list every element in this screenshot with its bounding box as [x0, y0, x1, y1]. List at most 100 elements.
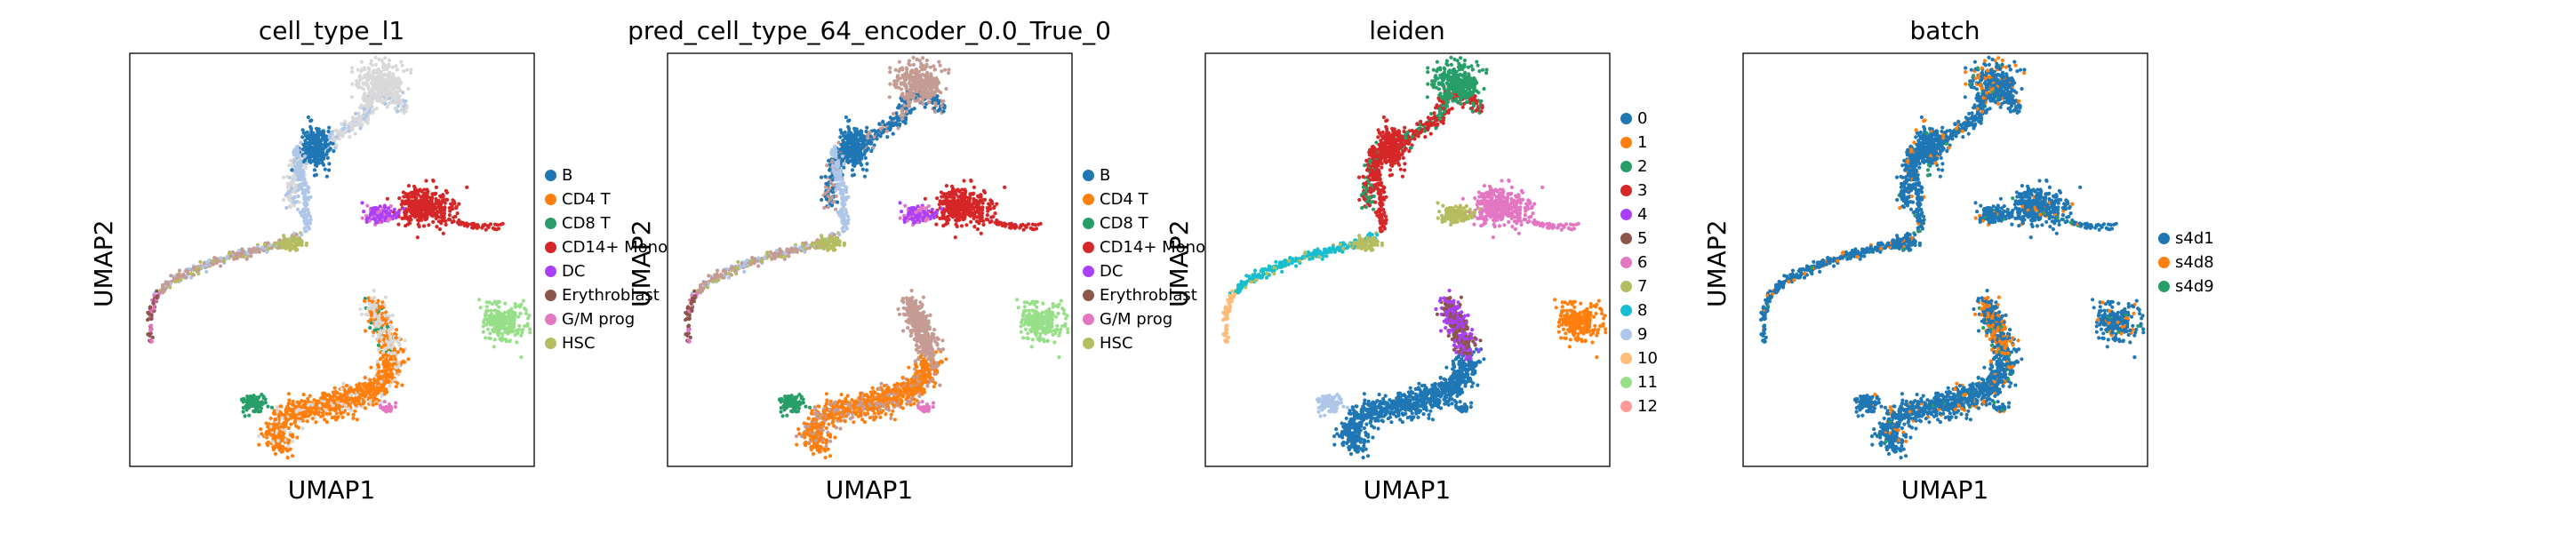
cell-point	[850, 168, 855, 172]
cell-point	[904, 66, 908, 70]
cell-point	[308, 221, 312, 226]
cell-point	[404, 99, 408, 103]
cluster-topArm	[281, 82, 409, 211]
cell-point	[260, 393, 264, 397]
cell-point	[281, 445, 285, 449]
cell-point	[244, 408, 249, 412]
cluster-tBody	[256, 338, 411, 460]
cell-point	[328, 136, 332, 140]
cell-point	[320, 161, 324, 165]
cell-point	[323, 167, 327, 171]
cell-point	[429, 198, 434, 203]
cell-point	[301, 393, 306, 397]
cell-point	[386, 345, 390, 349]
cell-point	[362, 298, 367, 303]
cluster-topArm	[819, 82, 947, 211]
cell-point	[903, 78, 908, 83]
cell-point	[384, 380, 388, 385]
cell-point	[327, 125, 332, 130]
cell-point	[369, 365, 373, 370]
cell-point	[308, 411, 312, 416]
cell-point	[360, 122, 364, 126]
cell-point	[911, 62, 916, 67]
cell-point	[263, 401, 268, 405]
cell-point	[356, 111, 361, 115]
cell-point	[366, 66, 371, 70]
cell-point	[887, 95, 892, 99]
cell-point	[222, 259, 227, 263]
cell-point	[822, 205, 827, 211]
cell-point	[351, 412, 356, 417]
cell-point	[404, 109, 408, 114]
cell-point	[300, 209, 306, 213]
legend-label: CD14+ Mono	[562, 238, 668, 257]
cell-point	[375, 220, 380, 225]
cell-point	[326, 142, 331, 147]
cell-point	[300, 187, 305, 191]
cell-point	[339, 411, 343, 416]
cell-point	[289, 242, 293, 246]
cell-point	[330, 130, 334, 135]
cell-point	[528, 327, 532, 331]
cell-point	[362, 210, 366, 214]
cell-point	[332, 394, 337, 398]
cell-point	[312, 134, 316, 139]
cell-point	[375, 206, 380, 211]
cell-point	[146, 317, 150, 322]
cell-point	[276, 426, 280, 430]
cell-point	[933, 78, 938, 83]
cell-point	[477, 298, 482, 302]
cell-point	[376, 343, 380, 347]
cell-point	[910, 78, 915, 83]
cell-point	[346, 412, 350, 417]
cell-point	[396, 339, 400, 344]
cell-point	[386, 359, 390, 363]
cell-point	[307, 225, 311, 229]
cell-point	[355, 418, 359, 422]
cell-point	[302, 154, 307, 158]
cluster-topLobe	[349, 55, 413, 107]
cell-point	[851, 163, 855, 167]
cell-point	[495, 326, 500, 330]
cell-point	[388, 203, 393, 209]
cell-point	[840, 226, 844, 231]
cell-point	[904, 75, 908, 79]
cell-point	[838, 209, 844, 213]
cell-point	[404, 106, 409, 110]
cell-point	[358, 306, 363, 312]
cell-point	[362, 110, 367, 115]
cell-point	[382, 343, 387, 347]
cell-point	[391, 362, 396, 366]
cell-point	[934, 88, 939, 92]
cell-point	[430, 192, 435, 196]
cell-point	[165, 282, 171, 287]
cell-point	[379, 83, 383, 88]
legend-label: CD4 T	[562, 190, 611, 209]
cell-point	[341, 131, 346, 135]
cell-point	[866, 147, 870, 151]
cell-point	[845, 221, 850, 226]
cell-point	[155, 289, 159, 293]
cell-point	[347, 129, 351, 133]
cell-point	[389, 351, 394, 355]
cell-point	[915, 73, 919, 77]
cell-point	[831, 178, 836, 182]
cell-point	[850, 134, 854, 139]
cell-point	[332, 401, 337, 405]
legend-marker	[545, 242, 556, 253]
cell-point	[284, 205, 289, 211]
cell-point	[369, 59, 373, 63]
cell-point	[943, 68, 948, 72]
cell-point	[304, 180, 308, 186]
cell-point	[938, 63, 942, 68]
cell-point	[902, 103, 907, 107]
cell-point	[923, 73, 927, 77]
cell-point	[295, 170, 300, 174]
cell-point	[379, 401, 383, 405]
cell-point	[285, 185, 290, 189]
cell-point	[362, 66, 367, 70]
cell-point	[169, 274, 173, 278]
cell-point	[381, 362, 386, 367]
legend-item: HSC	[545, 331, 668, 355]
cell-point	[290, 454, 295, 458]
